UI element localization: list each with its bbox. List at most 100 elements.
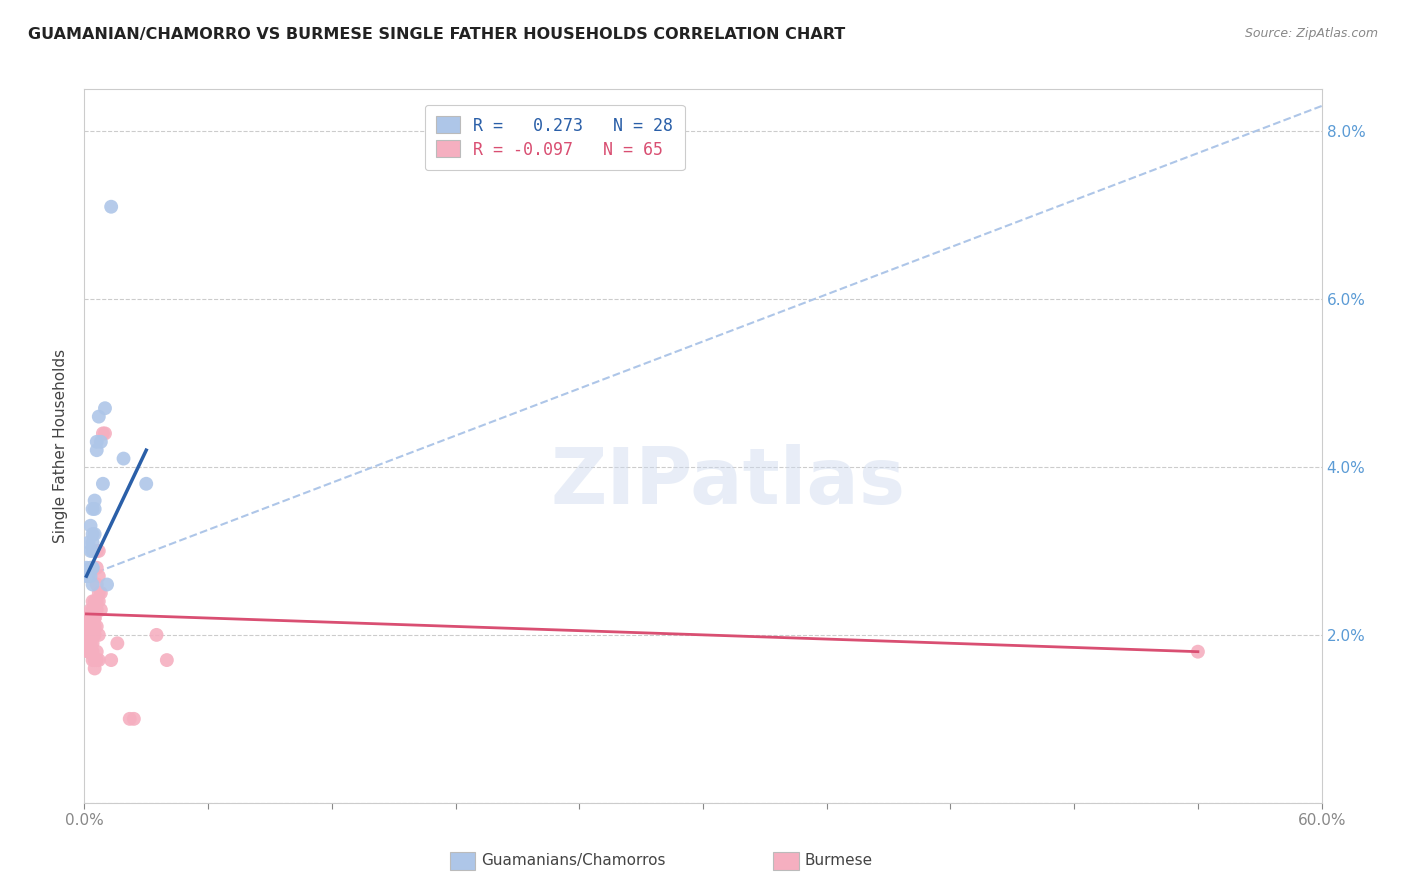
Point — [79, 611, 101, 625]
Point — [82, 645, 104, 659]
Point — [79, 544, 101, 558]
Point — [86, 645, 108, 659]
Point — [83, 661, 105, 675]
Point — [86, 577, 108, 591]
Point — [112, 451, 135, 466]
Point — [79, 569, 101, 583]
Point — [83, 628, 105, 642]
Point — [86, 560, 108, 574]
Point — [79, 611, 101, 625]
Point — [100, 200, 122, 214]
Point — [75, 560, 97, 574]
Legend: R =   0.273   N = 28, R = -0.097   N = 65: R = 0.273 N = 28, R = -0.097 N = 65 — [425, 104, 685, 170]
Point — [90, 603, 112, 617]
Point — [83, 611, 105, 625]
Point — [82, 544, 104, 558]
Point — [90, 586, 112, 600]
Point — [94, 401, 117, 416]
Point — [82, 560, 104, 574]
Point — [82, 619, 104, 633]
Point — [79, 645, 101, 659]
Point — [82, 628, 104, 642]
Point — [82, 535, 104, 549]
Point — [77, 645, 100, 659]
Point — [82, 502, 104, 516]
Point — [82, 603, 104, 617]
Point — [82, 560, 104, 574]
Point — [87, 409, 110, 424]
Point — [77, 636, 100, 650]
Point — [105, 636, 128, 650]
Point — [82, 636, 104, 650]
Text: Burmese: Burmese — [804, 854, 872, 868]
Y-axis label: Single Father Households: Single Father Households — [53, 349, 69, 543]
Point — [82, 594, 104, 608]
Point — [82, 527, 104, 541]
Point — [77, 611, 100, 625]
Point — [122, 712, 145, 726]
Point — [79, 619, 101, 633]
Point — [83, 527, 105, 541]
Point — [86, 653, 108, 667]
Point — [75, 569, 97, 583]
Point — [86, 594, 108, 608]
Point — [91, 476, 114, 491]
Point — [90, 434, 112, 449]
Point — [79, 636, 101, 650]
Point — [91, 426, 114, 441]
Point — [94, 426, 117, 441]
Point — [82, 619, 104, 633]
Point — [86, 603, 108, 617]
Point — [1187, 645, 1209, 659]
Point — [77, 569, 100, 583]
Point — [87, 544, 110, 558]
Point — [96, 577, 118, 591]
Point — [83, 619, 105, 633]
Point — [77, 636, 100, 650]
Point — [135, 476, 157, 491]
Point — [77, 628, 100, 642]
Point — [83, 502, 105, 516]
Point — [75, 611, 97, 625]
Text: GUAMANIAN/CHAMORRO VS BURMESE SINGLE FATHER HOUSEHOLDS CORRELATION CHART: GUAMANIAN/CHAMORRO VS BURMESE SINGLE FAT… — [28, 27, 845, 42]
Point — [77, 535, 100, 549]
Point — [79, 636, 101, 650]
Point — [145, 628, 167, 642]
Point — [77, 628, 100, 642]
Point — [87, 594, 110, 608]
Text: Source: ZipAtlas.com: Source: ZipAtlas.com — [1244, 27, 1378, 40]
Point — [83, 493, 105, 508]
Point — [86, 443, 108, 458]
Point — [83, 653, 105, 667]
Point — [79, 603, 101, 617]
Point — [77, 619, 100, 633]
Point — [156, 653, 179, 667]
Point — [79, 560, 101, 574]
Text: ZIPatlas: ZIPatlas — [550, 443, 905, 520]
Point — [83, 603, 105, 617]
Point — [83, 611, 105, 625]
Point — [79, 628, 101, 642]
Point — [82, 653, 104, 667]
Point — [79, 518, 101, 533]
Point — [82, 577, 104, 591]
Point — [83, 594, 105, 608]
Point — [79, 628, 101, 642]
Point — [87, 653, 110, 667]
Point — [118, 712, 141, 726]
Point — [87, 628, 110, 642]
Point — [87, 586, 110, 600]
Point — [77, 645, 100, 659]
Point — [100, 653, 122, 667]
Point — [86, 434, 108, 449]
Point — [79, 645, 101, 659]
Point — [87, 569, 110, 583]
Point — [86, 619, 108, 633]
Text: Guamanians/Chamorros: Guamanians/Chamorros — [481, 854, 665, 868]
Point — [75, 611, 97, 625]
Point — [77, 619, 100, 633]
Point — [79, 619, 101, 633]
Point — [75, 619, 97, 633]
Point — [86, 544, 108, 558]
Point — [82, 611, 104, 625]
